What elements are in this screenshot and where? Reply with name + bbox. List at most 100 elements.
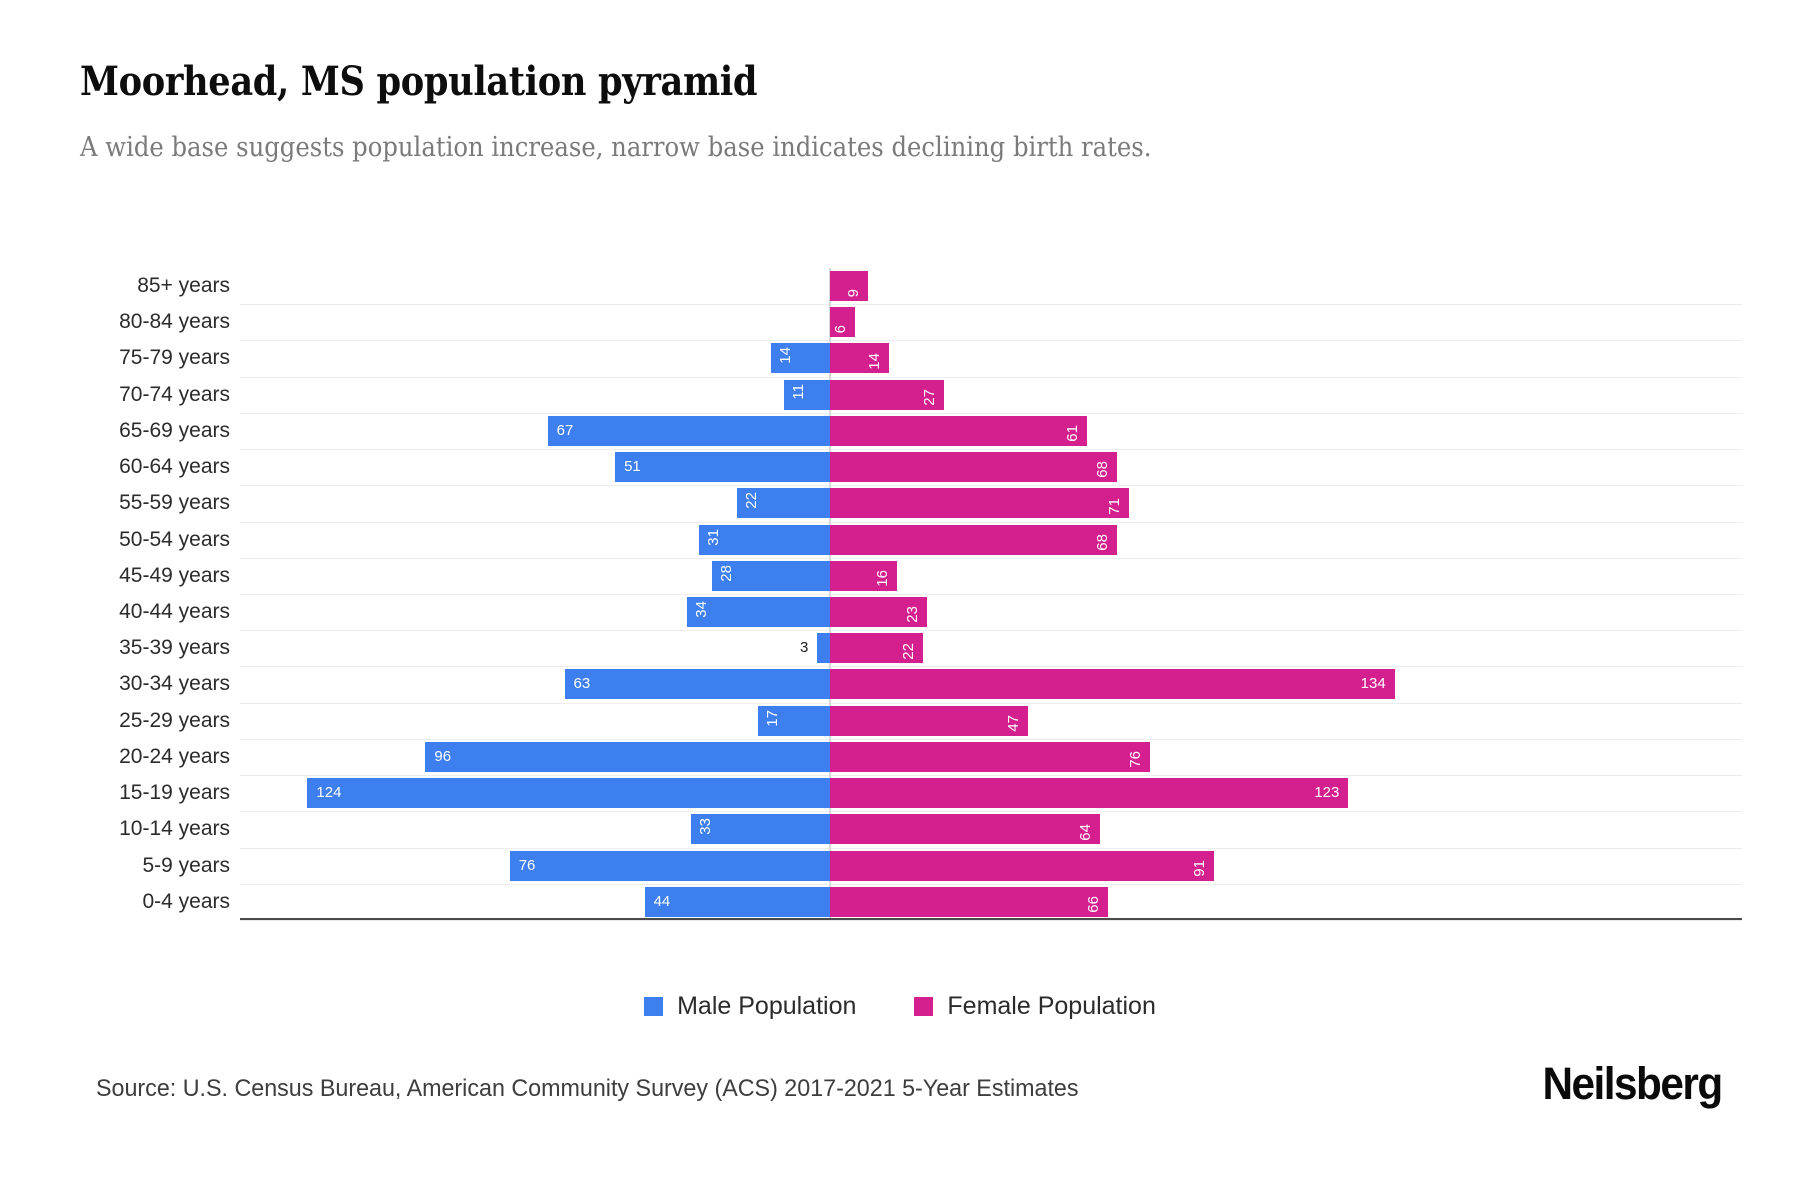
female-bar-value: 61 [1064, 425, 1082, 442]
female-bar[interactable]: 47 [830, 705, 1029, 736]
female-bar-value: 123 [1314, 784, 1340, 802]
male-bar[interactable]: 31 [699, 524, 830, 555]
male-bar[interactable]: 63 [564, 669, 830, 700]
female-bar-value: 27 [920, 388, 938, 406]
female-bar[interactable]: 9 [830, 271, 868, 301]
male-bar-value: 22 [743, 492, 761, 510]
source-note: Source: U.S. Census Bureau, American Com… [96, 1075, 1079, 1102]
y-axis-tick-label: 15-19 years [119, 781, 230, 805]
gridline [240, 485, 1742, 487]
male-bar[interactable]: 11 [783, 379, 830, 410]
female-bar[interactable]: 66 [830, 886, 1109, 917]
female-bar[interactable]: 61 [830, 415, 1088, 446]
male-bar[interactable]: 96 [425, 741, 830, 772]
y-axis-tick-label: 55-59 years [119, 491, 230, 515]
female-bar-value: 91 [1190, 859, 1208, 877]
female-bar[interactable]: 123 [830, 778, 1349, 809]
y-axis-tick-label: 70-74 years [119, 382, 230, 406]
male-bar[interactable]: 17 [758, 705, 830, 736]
center-axis-line [829, 268, 831, 918]
table-row: 34 23 [240, 594, 1742, 630]
male-bar[interactable]: 51 [615, 452, 830, 483]
male-bar-value: 28 [718, 564, 735, 582]
y-axis-tick-label: 10-14 years [119, 817, 230, 841]
table-row: 3 22 [240, 630, 1742, 666]
y-axis-tick-label: 20-24 years [119, 744, 230, 768]
female-bar[interactable]: 91 [830, 850, 1214, 881]
gridline [240, 340, 1742, 342]
female-bar[interactable]: 27 [830, 379, 944, 410]
male-bar-value: 44 [653, 892, 671, 910]
male-bar-value: 34 [692, 601, 710, 618]
table-row: 44 66 [240, 884, 1742, 920]
female-bar[interactable]: 23 [830, 597, 927, 627]
y-axis-labels: 85+ years 80-84 years 75-79 years 70-74 yea… [80, 268, 230, 920]
table-row: 96 76 [240, 739, 1742, 775]
y-axis-tick-label: 30-34 years [119, 672, 230, 696]
female-bar[interactable]: 68 [830, 524, 1117, 555]
table-row: 124 123 [240, 775, 1742, 811]
male-bar[interactable]: 3 [800, 633, 830, 664]
male-bar[interactable]: 76 [509, 850, 830, 881]
y-axis-tick-label: 5-9 years [142, 853, 230, 877]
gridline [240, 630, 1742, 632]
gridline [240, 594, 1742, 595]
male-bar-value: 96 [434, 747, 452, 765]
female-bar-value: 68 [1093, 533, 1111, 551]
female-bar[interactable]: 6 [830, 307, 856, 338]
male-bar-value: 76 [518, 856, 536, 874]
table-row: 33 64 [240, 811, 1742, 847]
gridline [240, 557, 1742, 559]
female-bar-value: 64 [1076, 823, 1094, 841]
male-bar-value: 3 [800, 639, 809, 657]
table-row: 28 16 [240, 558, 1742, 594]
table-row: 76 91 [240, 848, 1742, 884]
legend-item[interactable]: Male Population [644, 992, 856, 1021]
gridline [240, 883, 1742, 885]
female-bar-value: 47 [1005, 714, 1023, 732]
female-bar[interactable]: 68 [830, 452, 1117, 483]
y-axis-tick-label: 40-44 years [119, 600, 230, 623]
female-bar-value: 68 [1093, 461, 1111, 479]
male-bar[interactable]: 34 [686, 597, 830, 627]
female-bar-value: 9 [844, 288, 862, 297]
table-row: 63 134 [240, 666, 1742, 702]
legend-item[interactable]: Female Population [914, 992, 1156, 1021]
table-row: 31 68 [240, 522, 1742, 558]
table-row: 51 68 [240, 449, 1742, 485]
female-bar-value: 6 [832, 324, 850, 334]
male-bar[interactable]: 44 [644, 886, 830, 917]
male-bar[interactable]: 28 [712, 560, 830, 591]
female-bar[interactable]: 71 [830, 488, 1130, 519]
female-bar[interactable]: 76 [830, 741, 1151, 772]
female-bar-value: 66 [1085, 896, 1103, 913]
male-bar-value: 33 [696, 818, 714, 836]
male-bar-value: 63 [573, 675, 591, 693]
plot-area: 85+ years 80-84 years 75-79 years 70-74 yea… [119, 268, 1742, 921]
y-axis-tick-label: 85+ years [137, 274, 230, 297]
male-bar-value: 17 [764, 709, 782, 727]
page-title: Moorhead, MS population pyramid [80, 58, 758, 105]
female-bar[interactable]: 64 [830, 814, 1100, 845]
female-bar[interactable]: 16 [830, 560, 898, 591]
male-bar-value: 67 [556, 421, 574, 439]
male-bar[interactable]: 33 [690, 814, 830, 845]
female-bar-value: 22 [899, 642, 917, 660]
male-bar[interactable]: 67 [547, 415, 830, 446]
table-row: 9 [240, 268, 1742, 304]
gridline [240, 738, 1742, 740]
gridline [240, 847, 1742, 849]
female-bar[interactable]: 14 [830, 343, 889, 374]
gridline [240, 304, 1742, 306]
male-bar[interactable]: 22 [737, 488, 830, 519]
y-axis-tick-label: 60-64 years [119, 455, 230, 479]
table-row: 14 14 [240, 340, 1742, 376]
male-bar-value: 124 [316, 784, 342, 802]
gridline [240, 412, 1742, 414]
female-bar[interactable]: 134 [830, 669, 1395, 700]
gridline [240, 449, 1742, 451]
female-bar[interactable]: 22 [830, 633, 923, 664]
male-bar[interactable]: 124 [307, 778, 830, 809]
male-bar[interactable]: 14 [771, 343, 830, 374]
y-axis-tick-label: 80-84 years [119, 310, 230, 334]
